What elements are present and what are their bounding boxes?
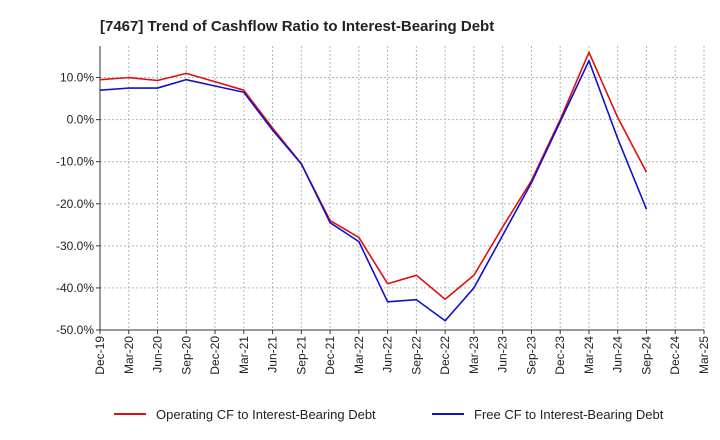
x-tick-label: Jun-23 xyxy=(496,336,510,373)
series-lines xyxy=(99,51,648,322)
x-tick-label: Dec-23 xyxy=(553,336,567,375)
legend: Operating CF to Interest-Bearing Debt Fre… xyxy=(114,407,664,422)
x-tick-label: Mar-21 xyxy=(237,336,251,374)
x-tick-label: Dec-19 xyxy=(93,336,107,375)
x-tick-label: Mar-23 xyxy=(467,336,481,374)
y-tick-label: -40.0% xyxy=(56,281,94,295)
x-tick-label: Sep-21 xyxy=(294,336,308,375)
x-tick-label: Jun-21 xyxy=(266,336,280,373)
y-tick-label: 0.0% xyxy=(67,113,95,127)
legend-label-2: Free CF to Interest-Bearing Debt xyxy=(474,407,664,422)
y-tick-label: -50.0% xyxy=(56,323,94,337)
y-tick-label: -10.0% xyxy=(56,155,94,169)
x-tick-label: Jun-24 xyxy=(611,336,625,373)
legend-label-1: Operating CF to Interest-Bearing Debt xyxy=(156,407,376,422)
x-tick-label: Mar-20 xyxy=(122,336,136,374)
x-tick-label: Sep-24 xyxy=(639,336,653,375)
x-tick-label: Mar-22 xyxy=(352,336,366,374)
x-tick-label: Sep-23 xyxy=(524,336,538,375)
x-tick-label: Dec-21 xyxy=(323,336,337,375)
y-tick-label: -30.0% xyxy=(56,239,94,253)
x-tick-label: Jun-20 xyxy=(151,336,165,373)
x-tick-label: Mar-25 xyxy=(697,336,711,374)
series-line-1 xyxy=(99,51,648,301)
x-tick-label: Dec-22 xyxy=(438,336,452,375)
chart-title: [7467] Trend of Cashflow Ratio to Intere… xyxy=(100,18,494,35)
y-tick-label: 10.0% xyxy=(60,71,94,85)
axes: 10.0%0.0%-10.0%-20.0%-30.0%-40.0%-50.0%D… xyxy=(56,46,711,375)
series-line-2 xyxy=(99,59,648,322)
x-tick-label: Sep-22 xyxy=(409,336,423,375)
grid xyxy=(99,46,705,331)
x-tick-label: Dec-20 xyxy=(208,336,222,375)
x-tick-label: Sep-20 xyxy=(179,336,193,375)
x-tick-label: Jun-22 xyxy=(381,336,395,373)
x-tick-label: Dec-24 xyxy=(668,336,682,375)
y-tick-label: -20.0% xyxy=(56,197,94,211)
x-tick-label: Mar-24 xyxy=(582,336,596,374)
